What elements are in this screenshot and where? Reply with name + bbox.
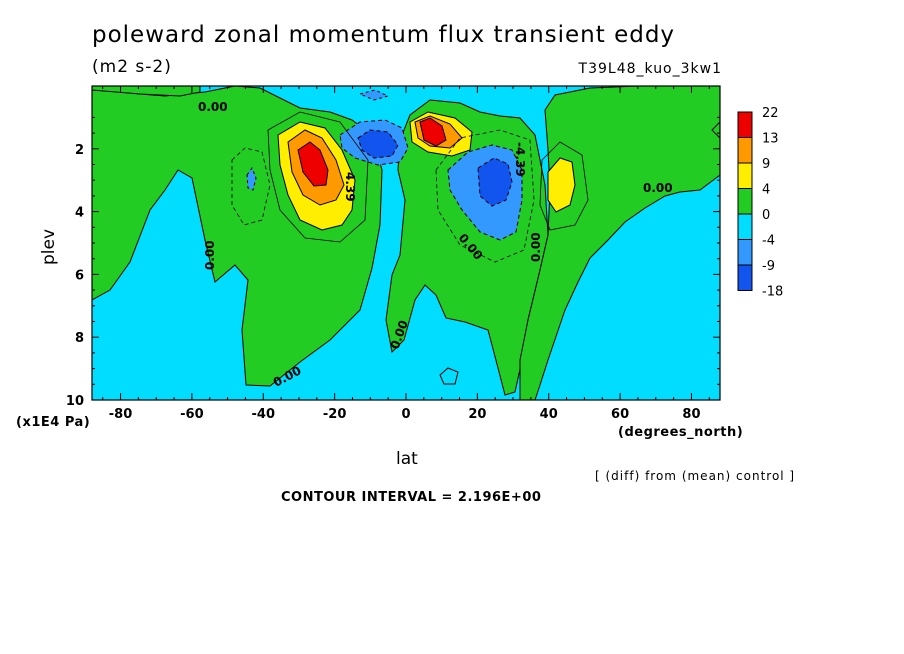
colorbar-swatch [737,213,753,240]
colorbar-swatch [737,264,753,291]
y-tick-label: 2 [75,143,84,158]
diff-note: [ (diff) from (mean) control ] [595,469,796,483]
x-tick-label: 40 [540,407,558,422]
colorbar-swatch [737,137,753,164]
y-tick-label: 6 [75,268,84,283]
colorbar-swatch [737,111,753,138]
contour-dashed-nh [435,129,535,263]
colorbar-level-label: 4 [762,183,770,198]
colorbar-swatch [737,239,753,266]
axis-ticks [92,86,720,401]
y-tick-label: 4 [75,206,84,221]
red-max-eq [419,117,447,147]
colorbar: 22 13 9 4 0 -4 -9 -18 [737,106,783,300]
y-tick-labels: 2 4 6 8 10 [66,143,84,409]
cyan-hole [439,367,459,385]
y-axis-unit: (x1E4 Pa) [16,415,91,430]
x-tick-label: -40 [252,407,276,422]
yellow-max-nh [547,157,576,213]
y-axis-label: plev [39,229,59,265]
darkblue-min-eq [357,129,399,159]
contour-interval: CONTOUR INTERVAL = 2.196E+00 [281,490,542,505]
contour-dashed-sh [231,147,271,226]
colorbar-level-label: 0 [762,208,770,223]
colorbar-level-label: -4 [762,234,775,249]
green-patch-north [711,121,720,139]
x-tick-labels: -80 -60 -40 -20 0 20 40 60 80 [109,407,701,422]
y-tick-label: 8 [75,331,84,346]
x-tick-label: -20 [323,407,347,422]
colorbar-level-label: 22 [762,106,779,121]
contour-label: 4.39 [343,172,357,202]
colorbar-level-label: -9 [762,259,775,274]
plot-area [92,86,720,400]
x-tick-label: 20 [468,407,486,422]
colorbar-swatch [737,162,753,189]
x-axis-label: lat [396,449,418,469]
colorbar-level-label: -18 [762,285,783,300]
green-region-south-pole [92,86,201,97]
colorbar-level-label: 9 [762,157,770,172]
chart-units: (m2 s-2) [92,57,172,77]
blue-min-sh [246,166,257,191]
contour-solid-sh [267,111,369,243]
blue-top [358,89,390,101]
x-tick-label: 60 [611,407,629,422]
contour-label: 0.00 [198,100,228,114]
run-id-label: T39L48_kuo_3kw1 [578,61,722,77]
y-tick-label: 10 [66,394,84,409]
x-tick-label: -80 [109,407,133,422]
red-max-sh [297,141,329,187]
contour-solid-nh [539,141,589,231]
x-tick-label: -60 [180,407,204,422]
colorbar-swatch [737,188,753,215]
x-tick-label: 0 [401,407,410,422]
contour-label: 0.00 [529,232,543,262]
colorbar-level-label: 13 [762,132,779,147]
contour-label: 0.00 [203,240,217,270]
darkblue-min-nh [477,157,513,207]
x-tick-label: 80 [682,407,700,422]
chart-title: poleward zonal momentum flux transient e… [92,22,676,48]
contour-label: 0.00 [643,181,673,195]
contour-label: -4.39 [513,142,527,177]
x-axis-unit: (degrees_north) [618,425,744,440]
